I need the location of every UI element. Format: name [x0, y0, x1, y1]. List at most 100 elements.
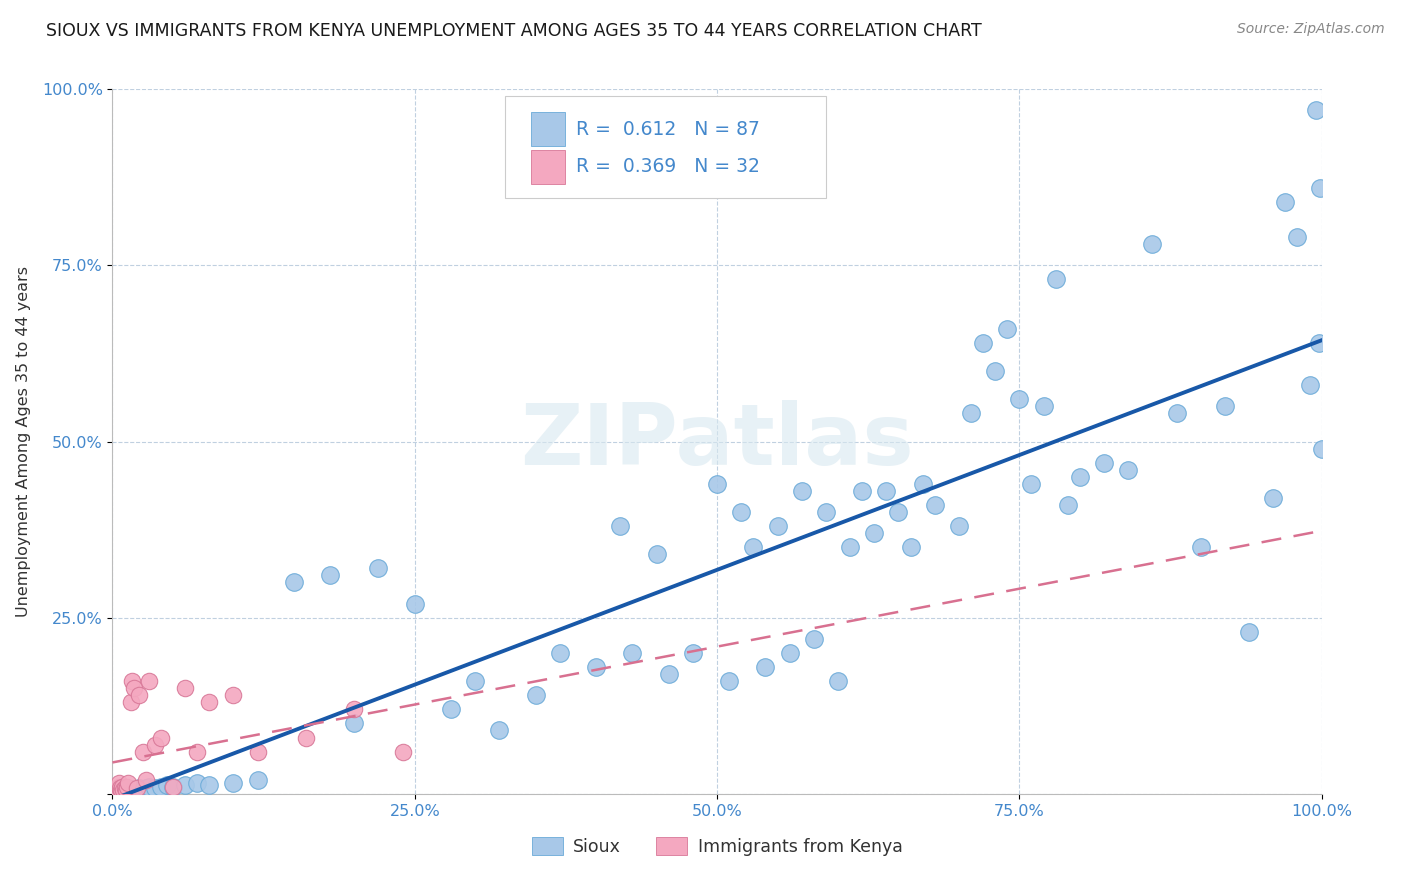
Point: [132, 745, 155, 759]
Text: R =  0.369   N = 32: R = 0.369 N = 32: [575, 157, 759, 177]
Point: [114, 781, 136, 796]
Point: [645, 547, 668, 561]
Point: [222, 776, 245, 790]
Point: [149, 731, 172, 745]
Point: [984, 364, 1007, 378]
Point: [283, 575, 305, 590]
Point: [706, 476, 728, 491]
Point: [105, 783, 128, 797]
Point: [121, 674, 143, 689]
Point: [488, 723, 510, 738]
Point: [814, 505, 837, 519]
Point: [112, 782, 135, 797]
Point: [107, 783, 129, 797]
Point: [839, 541, 862, 555]
Point: [111, 780, 134, 794]
FancyBboxPatch shape: [506, 96, 825, 198]
Point: [107, 780, 129, 794]
Point: [319, 568, 342, 582]
Point: [1308, 335, 1330, 350]
Point: [186, 745, 208, 759]
Point: [440, 702, 463, 716]
Point: [1116, 463, 1139, 477]
Point: [198, 779, 221, 793]
Point: [110, 783, 132, 797]
Point: [682, 646, 704, 660]
Point: [162, 780, 184, 794]
Point: [1032, 399, 1054, 413]
Point: [110, 781, 132, 796]
Point: [1069, 469, 1091, 483]
Point: [121, 783, 143, 797]
Point: [1298, 378, 1320, 392]
Point: [1045, 272, 1067, 286]
Point: [117, 776, 139, 790]
Point: [730, 505, 752, 519]
Point: [1142, 237, 1164, 252]
Point: [1008, 392, 1031, 407]
Text: R =  0.612   N = 87: R = 0.612 N = 87: [575, 120, 759, 139]
Point: [111, 783, 134, 797]
Point: [107, 776, 129, 790]
Point: [343, 716, 366, 731]
Point: [156, 779, 179, 793]
Point: [295, 731, 318, 745]
Text: ZIPatlas: ZIPatlas: [520, 400, 914, 483]
Point: [1310, 442, 1333, 456]
Point: [585, 660, 607, 674]
Point: [246, 745, 269, 759]
Point: [803, 632, 825, 646]
Point: [1274, 194, 1296, 209]
Point: [105, 782, 128, 797]
Point: [621, 646, 644, 660]
Point: [114, 781, 136, 796]
Point: [117, 782, 139, 797]
Point: [174, 779, 197, 793]
Point: [875, 483, 897, 498]
Point: [863, 526, 886, 541]
Point: [754, 660, 776, 674]
Point: [1092, 456, 1115, 470]
Point: [1021, 476, 1043, 491]
Point: [115, 780, 138, 794]
Point: [972, 335, 994, 350]
FancyBboxPatch shape: [531, 150, 565, 184]
Point: [1213, 399, 1236, 413]
Point: [1263, 491, 1285, 505]
Point: [464, 674, 486, 689]
Point: [115, 783, 138, 797]
Point: [948, 519, 970, 533]
Point: [404, 597, 426, 611]
Point: [1189, 541, 1212, 555]
FancyBboxPatch shape: [531, 112, 565, 146]
Point: [174, 681, 197, 696]
Point: [143, 781, 166, 796]
Point: [1056, 498, 1078, 512]
Point: [125, 781, 148, 796]
Point: [1166, 406, 1188, 420]
Point: [391, 745, 413, 759]
Point: [138, 780, 160, 794]
Point: [609, 519, 631, 533]
Point: [779, 646, 801, 660]
Point: [132, 782, 155, 797]
Point: [246, 772, 269, 787]
Point: [827, 674, 849, 689]
Point: [143, 738, 166, 752]
Point: [122, 681, 145, 696]
Point: [1237, 624, 1260, 639]
Point: [790, 483, 813, 498]
Point: [995, 322, 1018, 336]
Text: SIOUX VS IMMIGRANTS FROM KENYA UNEMPLOYMENT AMONG AGES 35 TO 44 YEARS CORRELATIO: SIOUX VS IMMIGRANTS FROM KENYA UNEMPLOYM…: [46, 22, 983, 40]
Point: [658, 667, 681, 681]
Point: [125, 781, 148, 796]
Point: [128, 688, 150, 702]
Point: [1309, 181, 1331, 195]
Point: [122, 782, 145, 797]
Point: [766, 519, 789, 533]
Point: [1305, 103, 1327, 118]
Point: [718, 674, 741, 689]
Point: [924, 498, 946, 512]
Point: [343, 702, 366, 716]
Point: [887, 505, 910, 519]
